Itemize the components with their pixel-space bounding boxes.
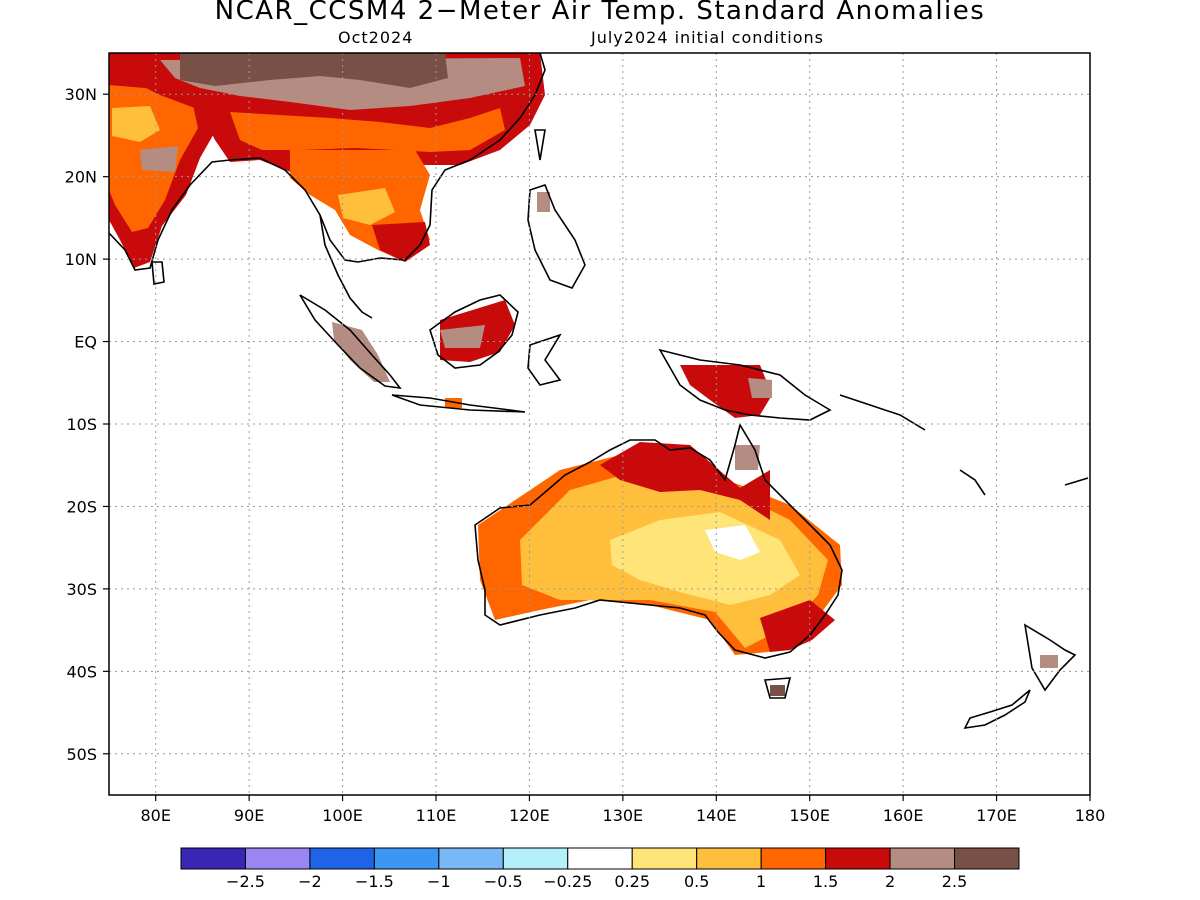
indochina-anomaly-warm bbox=[338, 188, 395, 225]
legend-swatch bbox=[696, 847, 762, 870]
legend-swatch bbox=[631, 847, 698, 870]
legend-swatch bbox=[954, 847, 1020, 870]
legend-label: −2 bbox=[298, 872, 322, 891]
legend-swatch bbox=[244, 847, 311, 870]
legend-swatch bbox=[760, 847, 827, 870]
lon-label: 150E bbox=[789, 806, 830, 825]
cambodia-anomaly bbox=[372, 222, 430, 262]
lat-label: 20N bbox=[65, 168, 97, 187]
legend-label: −1 bbox=[427, 872, 451, 891]
tasmania-coastline bbox=[763, 677, 792, 699]
lon-label: 140E bbox=[696, 806, 737, 825]
australia-north-anomaly bbox=[600, 442, 770, 520]
legend-swatch bbox=[825, 847, 891, 870]
longitude-labels: 80E 90E 100E 110E 120E 130E 140E 150E 160E 170E 18… bbox=[140, 795, 1105, 825]
legend-swatch bbox=[438, 847, 504, 870]
grid-lines bbox=[109, 53, 1090, 795]
lat-label: 10N bbox=[65, 250, 97, 269]
java-anomaly bbox=[445, 398, 462, 408]
forecast-month: Oct2024 bbox=[338, 28, 414, 47]
sri-lanka-coastline bbox=[151, 261, 165, 285]
tibet-anomaly-extreme bbox=[180, 53, 448, 88]
legend-swatch bbox=[502, 847, 569, 870]
color-legend: −2.5 −2 −1.5 −1 −0.5 −0.25 0.25 0.5 1 1.5 2 2.5 bbox=[180, 847, 1020, 891]
legend-swatch bbox=[309, 847, 375, 870]
lon-label: 120E bbox=[509, 806, 550, 825]
sumatra-coastline bbox=[299, 294, 402, 390]
australia-southeast-anomaly bbox=[760, 600, 835, 652]
legend-label: −2.5 bbox=[226, 872, 265, 891]
australia-northeast-anomaly-strong bbox=[735, 445, 760, 470]
legend-label: −0.25 bbox=[543, 872, 592, 891]
sulawesi-coastline bbox=[527, 333, 562, 386]
coastlines bbox=[109, 53, 1089, 730]
legend-label: 2.5 bbox=[942, 872, 967, 891]
australia-anomaly-mild bbox=[610, 512, 800, 605]
malay-peninsula-coastline bbox=[319, 214, 373, 319]
lat-label: 40S bbox=[66, 662, 97, 681]
lon-label: 130E bbox=[603, 806, 644, 825]
lon-label: 160E bbox=[883, 806, 924, 825]
legend-swatch bbox=[180, 847, 246, 870]
lat-label: 30N bbox=[65, 85, 97, 104]
lat-label: EQ bbox=[74, 333, 97, 352]
philippines-anomaly bbox=[537, 192, 550, 212]
asia-coastline bbox=[109, 53, 546, 271]
lon-label: 170E bbox=[976, 806, 1017, 825]
new-zealand-south-coastline bbox=[963, 689, 1031, 730]
borneo-anomaly-strong bbox=[440, 325, 485, 348]
india-anomaly-strong bbox=[140, 146, 178, 172]
legend-label: 1 bbox=[756, 872, 766, 891]
new-zealand-anomaly bbox=[1040, 655, 1058, 668]
initial-conditions: July2024 initial conditions bbox=[591, 28, 824, 47]
pacific-islands-coastline bbox=[839, 394, 926, 431]
legend-swatch bbox=[567, 847, 633, 870]
lon-label: 110E bbox=[416, 806, 457, 825]
plot-frame bbox=[108, 52, 1091, 796]
lon-label: 80E bbox=[140, 806, 170, 825]
lat-label: 10S bbox=[66, 415, 97, 434]
legend-label: −1.5 bbox=[355, 872, 394, 891]
legend-label: 0.5 bbox=[684, 872, 709, 891]
legend-swatch bbox=[889, 847, 956, 870]
lat-label: 20S bbox=[66, 497, 97, 516]
australia-coastline bbox=[474, 422, 843, 659]
lat-label: 50S bbox=[66, 745, 97, 764]
legend-label: 1.5 bbox=[813, 872, 838, 891]
lon-label: 100E bbox=[322, 806, 363, 825]
lat-label: 30S bbox=[66, 580, 97, 599]
india-anomaly-warm bbox=[112, 106, 160, 142]
legend-swatch bbox=[373, 847, 440, 870]
java-coastline bbox=[391, 394, 526, 413]
legend-label: 0.25 bbox=[614, 872, 650, 891]
borneo-coastline bbox=[429, 294, 519, 369]
latitude-labels: 30N 20N 10N EQ 10S 20S 30S 40S 50S bbox=[65, 85, 109, 764]
taiwan-coastline bbox=[534, 129, 546, 161]
anomaly-fields bbox=[109, 53, 1058, 696]
philippines-coastline bbox=[527, 184, 586, 289]
sumatra-anomaly bbox=[332, 322, 390, 382]
vanuatu-coastline bbox=[959, 469, 986, 496]
new-guinea-anomaly-strong bbox=[748, 378, 772, 398]
fiji-coastline bbox=[1064, 477, 1089, 486]
australia-anomaly-neutral bbox=[705, 525, 760, 560]
lon-label: 180 bbox=[1075, 806, 1106, 825]
china-anomaly-moderate bbox=[230, 108, 505, 152]
lon-label: 90E bbox=[234, 806, 264, 825]
tasmania-anomaly bbox=[770, 685, 785, 696]
map-title: NCAR_CCSM4 2−Meter Air Temp. Standard An… bbox=[214, 0, 986, 26]
legend-label: 2 bbox=[885, 872, 895, 891]
legend-label: −0.5 bbox=[484, 872, 523, 891]
